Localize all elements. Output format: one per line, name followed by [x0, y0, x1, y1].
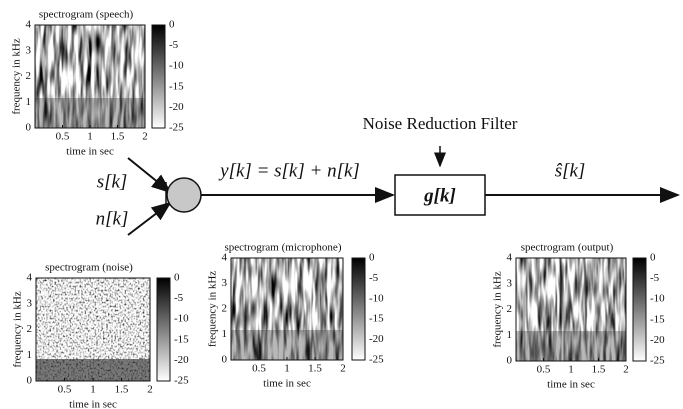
colorbar-tick-label: -25: [369, 354, 384, 366]
colorbar-tick-label: -10: [174, 313, 189, 325]
colorbar-tick-label: -10: [650, 293, 665, 305]
y-tick-label: 2: [27, 323, 33, 335]
y-tick-label: 1: [27, 349, 33, 361]
x-axis-label: time in sec: [547, 379, 595, 391]
x-tick-label: 1.5: [308, 363, 322, 375]
colorbar-tick-label: -5: [174, 292, 184, 304]
y-axis-label: frequency in kHz: [207, 271, 219, 347]
y-tick-label: 3: [27, 297, 33, 309]
colorbar: [156, 277, 171, 382]
colorbar-tick-label: -25: [174, 375, 189, 387]
y-tick-label: 1: [26, 96, 32, 108]
speech-label: s[k]: [97, 171, 128, 192]
noise-arrow: [127, 201, 172, 236]
x-tick-label: 0.5: [252, 363, 266, 375]
y-tick-label: 3: [507, 277, 513, 289]
y-axis-label: frequency in kHz: [492, 271, 504, 347]
colorbar: [351, 257, 366, 361]
x-axis-label: time in sec: [263, 378, 311, 390]
mixture-label: y[k] = s[k] + n[k]: [218, 160, 360, 181]
y-tick-label: 2: [222, 303, 228, 315]
colorbar-tick-label: -5: [650, 272, 660, 284]
colorbar-tick-label: -20: [650, 334, 665, 346]
x-tick-label: 2: [147, 384, 153, 396]
y-tick-label: 4: [222, 252, 228, 264]
x-tick-label: 2: [142, 131, 148, 143]
y-axis-label: frequency in kHz: [12, 291, 24, 367]
y-axis-label: frequency in kHz: [11, 38, 23, 114]
x-tick-label: 1.5: [111, 131, 125, 143]
spectrogram-image: [516, 258, 626, 361]
x-tick-label: 1: [87, 131, 93, 143]
colorbar-tick-label: 0: [650, 252, 656, 264]
y-tick-label: 4: [26, 19, 32, 31]
y-tick-label: 0: [26, 122, 32, 134]
y-tick-label: 4: [27, 272, 33, 284]
y-tick-label: 1: [507, 329, 513, 341]
low-band: [516, 331, 626, 361]
y-tick-label: 3: [26, 44, 32, 56]
spectrogram-image: [35, 25, 145, 128]
low-band: [36, 359, 150, 381]
colorbar: [632, 257, 647, 362]
noise-label: n[k]: [96, 208, 129, 229]
x-tick-label: 1: [568, 364, 574, 376]
panel-title: spectrogram (output): [521, 242, 614, 254]
colorbar-tick-label: 0: [169, 19, 175, 31]
y-tick-label: 0: [222, 354, 228, 366]
x-tick-label: 0.5: [56, 131, 70, 143]
colorbar-tick-label: -25: [650, 355, 665, 367]
low-band: [231, 330, 343, 360]
y-tick-label: 1: [222, 328, 228, 340]
sum-node: [166, 177, 202, 213]
colorbar-tick-label: -20: [169, 101, 184, 113]
x-tick-label: 0.5: [58, 384, 72, 396]
x-tick-label: 1.5: [592, 364, 606, 376]
y-tick-label: 0: [507, 355, 513, 367]
filter-symbol: g[k]: [423, 185, 456, 206]
panel-title: spectrogram (microphone): [225, 242, 342, 254]
y-tick-label: 0: [27, 375, 33, 387]
x-tick-label: 1: [284, 363, 290, 375]
filter-label: Noise Reduction Filter: [363, 114, 518, 133]
y-tick-label: 2: [507, 303, 513, 315]
colorbar-tick-label: 0: [174, 272, 180, 284]
colorbar-tick-label: -10: [169, 60, 184, 72]
x-tick-label: 2: [340, 363, 346, 375]
spectrogram-image: [231, 258, 343, 360]
colorbar: [151, 24, 166, 129]
y-tick-label: 2: [26, 70, 32, 82]
colorbar-tick-label: -20: [369, 333, 384, 345]
speech-arrow: [127, 157, 172, 194]
colorbar-tick-label: -15: [369, 313, 384, 325]
colorbar-tick-label: -15: [174, 333, 189, 345]
colorbar-tick-label: -15: [650, 313, 665, 325]
y-tick-label: 4: [507, 252, 513, 264]
panel-title: spectrogram (speech): [39, 9, 134, 21]
colorbar-tick-label: -5: [369, 272, 379, 284]
x-axis-label: time in sec: [69, 399, 117, 409]
low-band: [35, 98, 145, 128]
panel-title: spectrogram (noise): [45, 262, 133, 274]
x-axis-label: time in sec: [66, 146, 114, 158]
x-tick-label: 1: [90, 384, 96, 396]
x-tick-label: 1.5: [115, 384, 129, 396]
colorbar-tick-label: 0: [369, 252, 375, 264]
x-tick-label: 2: [623, 364, 629, 376]
colorbar-tick-label: -5: [169, 39, 179, 51]
colorbar-tick-label: -15: [169, 80, 184, 92]
colorbar-tick-label: -20: [174, 354, 189, 366]
colorbar-tick-label: -10: [369, 292, 384, 304]
colorbar-tick-label: -25: [169, 122, 184, 134]
estimate-label: ŝ[k]: [555, 160, 586, 181]
x-tick-label: 0.5: [537, 364, 551, 376]
y-tick-label: 3: [222, 277, 228, 289]
